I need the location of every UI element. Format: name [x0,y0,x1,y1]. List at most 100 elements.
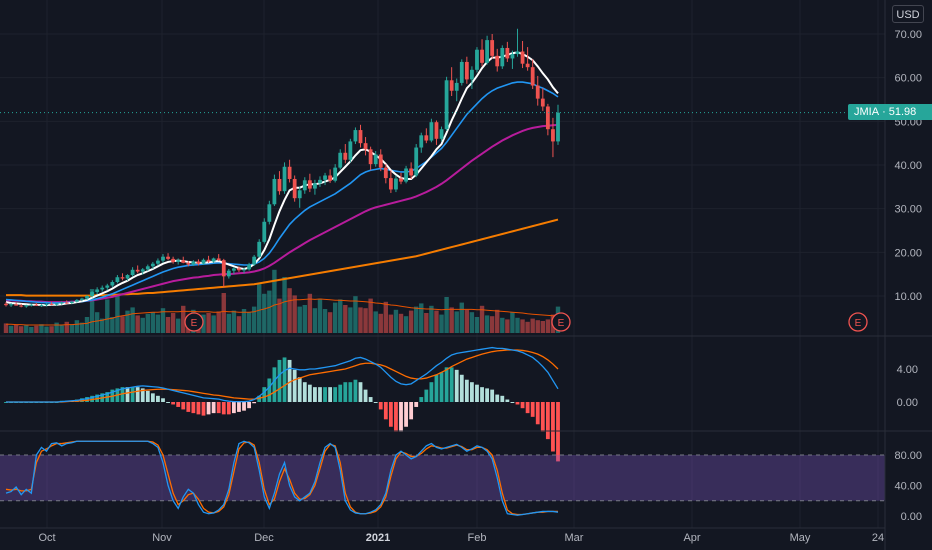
volume-bar [267,290,272,333]
macd-histogram-bar [409,402,414,420]
candle-body [394,178,398,190]
candle-body [237,268,241,271]
candle-body [282,166,287,192]
volume-bar [211,315,216,333]
volume-bar [322,309,328,333]
candle [115,275,120,284]
candle [545,103,550,136]
candle-body [221,260,226,277]
candle [140,268,145,275]
candle [556,104,560,145]
volume-bar [545,319,551,333]
candle-body [480,49,484,63]
candle [221,258,226,288]
candle-body [353,130,358,142]
candle-body [373,154,378,165]
candle-body [545,106,550,130]
volume-bar [246,312,252,333]
volume-bar [459,302,464,333]
volume-bar [338,299,343,333]
candle-body [313,183,317,189]
volume-bar [44,326,49,333]
macd-histogram-bar [85,397,89,402]
candle [125,274,130,281]
macd-histogram-bar [307,384,312,402]
candle [358,124,363,148]
candle [130,267,135,277]
stochastic-pane[interactable] [0,440,885,516]
macd-pane[interactable] [4,346,560,462]
candle [318,176,322,187]
candle-body [150,263,155,267]
candle [525,47,530,71]
candle [510,50,515,69]
macd-histogram-bar [145,390,150,402]
candle [64,300,69,304]
volume-bar [378,313,383,333]
candle-body [247,264,251,270]
candle-body [110,282,115,286]
macd-line [6,346,559,403]
volume-bar [515,317,520,333]
candle-body [9,304,13,306]
earnings-badge [184,312,204,332]
volume-bar [175,318,181,333]
candle-body [454,82,459,91]
candle-body [135,269,140,272]
volume-bar [327,312,333,333]
candle [419,132,424,153]
candle-body [115,277,120,283]
stochastic-tick-label: 80.00 [894,450,922,462]
candle-body [520,51,525,64]
candle [120,273,125,281]
volume-bar [530,318,535,333]
macd-histogram-bar [520,402,525,409]
price-tick-label: 30.00 [894,204,922,216]
volume-bar [150,312,156,333]
earnings-marker[interactable]: E [184,312,204,332]
candlestick-layer[interactable] [4,28,560,308]
time-tick-label: Nov [152,532,172,544]
earnings-marker[interactable]: E [551,312,571,332]
candle [252,254,257,266]
macd-histogram-bar [272,367,277,402]
volume-ma-layer [6,298,558,326]
candle-body [444,80,449,130]
candle [394,175,398,193]
time-axis[interactable]: Oct Nov Dec 2021 Feb Mar Apr May 24 [0,527,885,550]
earnings-marker[interactable]: E [848,312,868,332]
ticker-label: JMIA [854,106,880,118]
stochastic-tick-label: 40.00 [894,481,922,493]
macd-histogram-bar [485,388,490,402]
macd-histogram-bar [424,389,429,402]
volume-bar [343,305,348,333]
candle-body [434,122,439,139]
stochastic-tick-label: 0.00 [901,511,922,523]
candle-body [257,241,262,257]
candle [429,118,434,143]
volume-bar [388,314,394,333]
price-tick-label: 70.00 [894,29,922,41]
candle-body [80,298,84,300]
candle-body [85,296,89,299]
candle [287,159,292,183]
macd-histogram-bar [206,402,211,415]
candle-body [186,262,191,265]
volume-bar [439,314,444,333]
macd-histogram-bar [156,395,160,402]
volume-bar [251,306,257,333]
ma-fast-line [5,51,559,307]
volume-bar [277,298,282,333]
stochastic-band [0,455,885,501]
currency-badge[interactable]: USD [892,5,924,23]
candle-body [216,258,221,261]
candle [313,179,317,195]
macd-histogram-bar [551,402,555,452]
candle [277,171,282,195]
price-axis[interactable]: 70.0060.0050.0040.0030.0020.0010.004.000… [885,0,932,550]
candle [495,48,500,72]
candle-body [105,285,110,288]
volume-bar [444,297,449,333]
